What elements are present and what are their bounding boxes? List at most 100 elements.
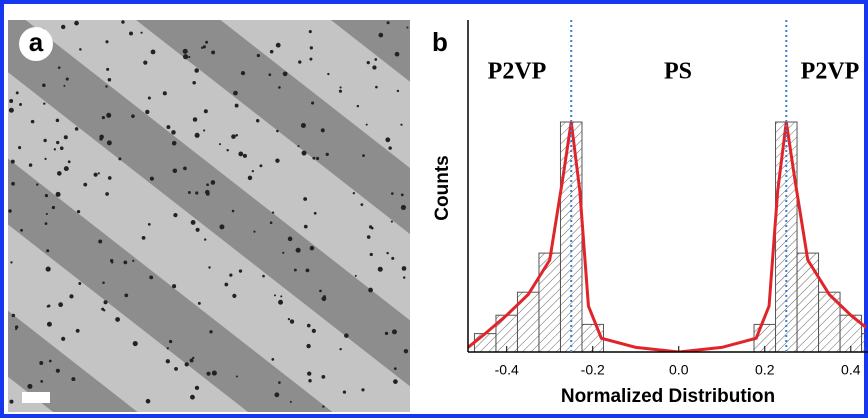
particle: [99, 137, 103, 141]
particle: [226, 148, 229, 152]
particle: [354, 274, 357, 277]
particle: [320, 128, 325, 133]
particle: [210, 180, 216, 185]
particle: [206, 183, 209, 187]
particle: [386, 251, 389, 255]
particle: [58, 302, 64, 308]
x-tick-label: 0.4: [841, 362, 861, 378]
particle: [400, 193, 404, 197]
particle: [205, 40, 209, 44]
particle: [297, 145, 300, 148]
particle: [396, 89, 400, 93]
particle: [209, 330, 213, 334]
particle: [339, 86, 342, 89]
particle: [391, 192, 394, 195]
particle: [118, 157, 122, 161]
particle: [36, 183, 39, 186]
particle: [269, 49, 274, 54]
particle: [190, 220, 196, 225]
particle: [259, 164, 263, 168]
particle: [391, 329, 397, 335]
particle: [231, 134, 236, 139]
particle: [360, 203, 364, 207]
particle: [375, 85, 378, 89]
x-tick-label: 0.0: [669, 362, 689, 378]
particle: [105, 85, 108, 88]
particle: [11, 181, 15, 186]
particle: [20, 228, 23, 232]
particle: [386, 21, 390, 25]
particle: [374, 58, 378, 61]
bar: [538, 252, 561, 352]
particle: [282, 71, 288, 77]
particle: [369, 252, 373, 257]
particle: [55, 368, 60, 373]
particle: [107, 77, 112, 82]
particle: [366, 61, 370, 65]
particle: [339, 347, 342, 351]
particle: [9, 399, 14, 404]
particle: [366, 235, 371, 239]
particle: [43, 102, 46, 105]
particle: [370, 226, 374, 230]
particle: [145, 398, 151, 404]
particle: [192, 356, 195, 360]
particle: [19, 103, 22, 106]
particle: [365, 123, 368, 126]
particle: [303, 197, 308, 201]
particle: [106, 67, 110, 71]
particle: [76, 209, 81, 214]
particle: [172, 284, 177, 289]
particle: [174, 367, 178, 371]
particle: [391, 256, 395, 260]
particle: [9, 99, 14, 104]
particle: [322, 405, 325, 408]
particle: [166, 347, 169, 350]
particle: [208, 266, 211, 269]
particle: [309, 57, 313, 61]
particle: [56, 171, 62, 176]
particle: [390, 220, 393, 223]
particle: [275, 158, 280, 163]
particle: [311, 101, 315, 105]
particle: [262, 274, 265, 278]
particle: [115, 317, 120, 322]
particle: [400, 204, 406, 210]
particle: [372, 65, 377, 70]
particle: [192, 80, 196, 85]
particle: [384, 331, 389, 336]
fit-curve: [468, 121, 866, 352]
particle: [110, 261, 114, 264]
x-tick-label: -0.4: [495, 362, 519, 378]
particle: [402, 276, 406, 279]
particle: [40, 380, 44, 383]
particle: [10, 261, 13, 264]
particle: [67, 160, 71, 164]
particle: [106, 112, 112, 118]
particle: [306, 343, 311, 349]
y-axis-label: Counts: [432, 155, 453, 220]
particle: [45, 266, 51, 272]
particle: [268, 73, 272, 77]
particle: [149, 176, 154, 181]
particle: [234, 103, 239, 108]
particle: [46, 321, 52, 327]
particle: [242, 153, 247, 158]
particle: [194, 385, 200, 391]
particle: [206, 371, 211, 376]
particle: [18, 145, 22, 150]
particle: [162, 91, 167, 96]
particle: [101, 115, 105, 120]
particle: [11, 313, 16, 318]
particle: [30, 119, 35, 124]
particle: [211, 50, 216, 55]
particle: [308, 379, 312, 383]
particle: [238, 269, 243, 273]
particle: [313, 211, 317, 215]
particle: [46, 249, 50, 253]
particle: [165, 359, 171, 364]
particle: [61, 24, 66, 30]
particle: [276, 129, 279, 133]
particle: [316, 156, 320, 161]
particle: [321, 296, 327, 302]
